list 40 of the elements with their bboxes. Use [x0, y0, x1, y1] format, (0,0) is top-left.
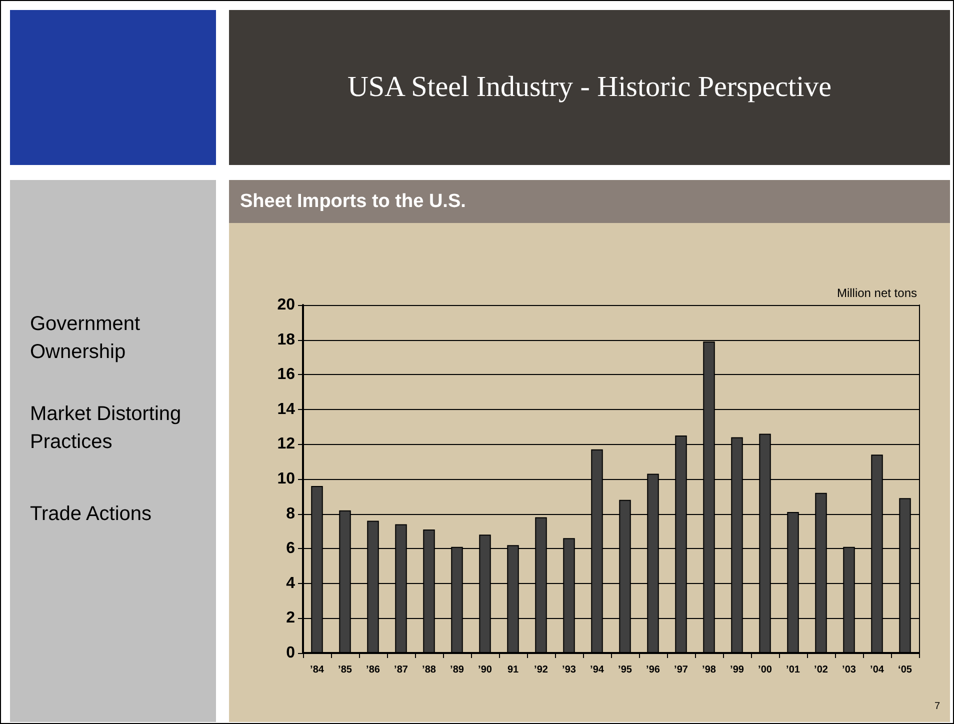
x-tick-label: ’96 — [646, 664, 660, 676]
text: Government Ownership — [30, 312, 142, 365]
y-tick-label: 18 — [277, 331, 296, 348]
y-tick-label: 12 — [277, 436, 296, 453]
text: Market Distorting Practices — [30, 402, 182, 455]
x-tick-label: ’90 — [478, 664, 492, 676]
text: Trade Actions — [30, 502, 153, 527]
y-tick-label: 8 — [286, 505, 296, 522]
x-tick-label: ’89 — [450, 664, 464, 676]
x-tick-label: ’85 — [338, 664, 352, 676]
x-tick-label: ’92 — [534, 664, 548, 676]
x-tick-label: ’95 — [618, 664, 632, 676]
x-tick-label: 91 — [507, 664, 519, 676]
y-tick-label: 14 — [277, 400, 296, 418]
x-tick-label: ’99 — [730, 664, 744, 676]
text: 7 — [934, 701, 940, 712]
x-tick-label: ’04 — [870, 664, 884, 676]
y-tick-label: 0 — [286, 644, 296, 662]
y-axis-title: Million net tons — [836, 286, 917, 300]
y-tick-label: 4 — [286, 574, 296, 592]
x-tick-label: ’97 — [674, 664, 688, 676]
y-tick-label: 2 — [286, 610, 296, 627]
x-tick-label: ’88 — [422, 664, 436, 676]
y-tick-label: 20 — [277, 296, 296, 314]
x-tick-label: ’94 — [590, 664, 604, 676]
x-tick-label: ’02 — [814, 664, 828, 676]
x-tick-label: ’03 — [842, 664, 856, 676]
x-tick-label: ’93 — [562, 664, 576, 676]
x-tick-label: ’84 — [310, 664, 324, 676]
x-tick-label: ’00 — [758, 664, 772, 676]
x-tick-label: ’98 — [702, 664, 716, 676]
x-tick-label: ’86 — [366, 664, 380, 676]
chart-title: USA Steel Industry - Historic Perspective — [229, 10, 950, 165]
y-tick-label: 6 — [286, 540, 296, 558]
x-tick-label: ‘05 — [898, 664, 912, 676]
x-tick-label: ’87 — [394, 664, 408, 676]
x-tick-label: ’01 — [786, 664, 800, 676]
chart-subtitle: Sheet Imports to the U.S. — [229, 180, 950, 223]
y-tick-label: 10 — [277, 470, 296, 488]
y-tick-label: 16 — [277, 366, 296, 384]
